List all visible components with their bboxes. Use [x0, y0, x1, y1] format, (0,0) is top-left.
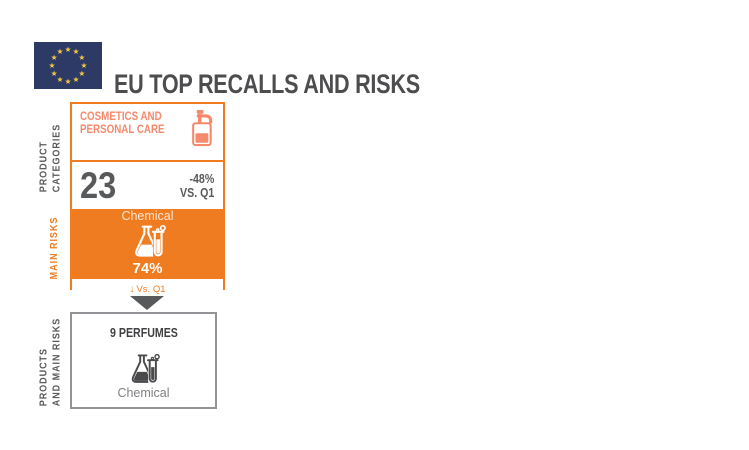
risk-percentage: 74%	[132, 260, 163, 277]
eu-star-icon	[64, 46, 72, 54]
section-label-line: CATEGORIES	[50, 123, 62, 193]
category-card-header: COSMETICS AND PERSONAL CARE	[72, 104, 223, 162]
section-label-product-categories: PRODUCT CATEGORIES	[38, 124, 63, 193]
down-triangle-icon	[130, 296, 164, 310]
eu-star-icon	[64, 78, 72, 86]
section-label-line: PRODUCT	[37, 140, 50, 193]
section-label-main-risks: MAIN RISKS	[48, 217, 61, 280]
main-risk-panel: Chemical 74%	[72, 209, 223, 277]
eu-star-icon	[48, 62, 56, 70]
section-label-line: MAIN RISKS	[47, 216, 60, 280]
eu-flag-icon	[34, 42, 102, 89]
product-title: 9 PERFUMES	[109, 326, 178, 340]
page-title: EU TOP RECALLS AND RISKS	[114, 69, 420, 100]
section-label-line: AND MAIN RISKS	[50, 317, 62, 407]
risk-name: Chemical	[121, 209, 174, 223]
category-card-cosmetics: COSMETICS AND PERSONAL CARE 23 -48% VS. …	[70, 102, 225, 299]
recall-count: 23	[80, 165, 117, 206]
down-arrow-icon: ↓	[129, 283, 135, 295]
trend-strip: ↓ Vs. Q1	[72, 277, 223, 299]
trend-reference: Vs. Q1	[136, 283, 166, 295]
change-reference: VS. Q1	[179, 185, 214, 200]
product-card-perfumes: 9 PERFUMES Chemical	[70, 312, 217, 409]
chemical-flask-icon	[134, 225, 166, 257]
category-name-line: PERSONAL CARE	[80, 124, 165, 136]
eu-star-icon	[72, 75, 80, 83]
soap-dispenser-icon	[192, 109, 213, 147]
section-label-products-and-main-risks: PRODUCTS AND MAIN RISKS	[38, 318, 63, 406]
eu-star-icon	[56, 48, 64, 56]
category-name-line: COSMETICS AND	[80, 111, 162, 123]
eu-star-icon	[50, 70, 58, 78]
category-stats: 23 -48% VS. Q1	[72, 162, 223, 209]
change-percent: -48%	[189, 171, 214, 186]
product-risk-name: Chemical	[117, 386, 170, 400]
chemical-flask-icon	[131, 354, 160, 383]
category-name: COSMETICS AND PERSONAL CARE	[80, 111, 202, 137]
change-vs-q1: -48% VS. Q1	[180, 172, 214, 200]
section-label-line: PRODUCTS	[37, 347, 50, 407]
